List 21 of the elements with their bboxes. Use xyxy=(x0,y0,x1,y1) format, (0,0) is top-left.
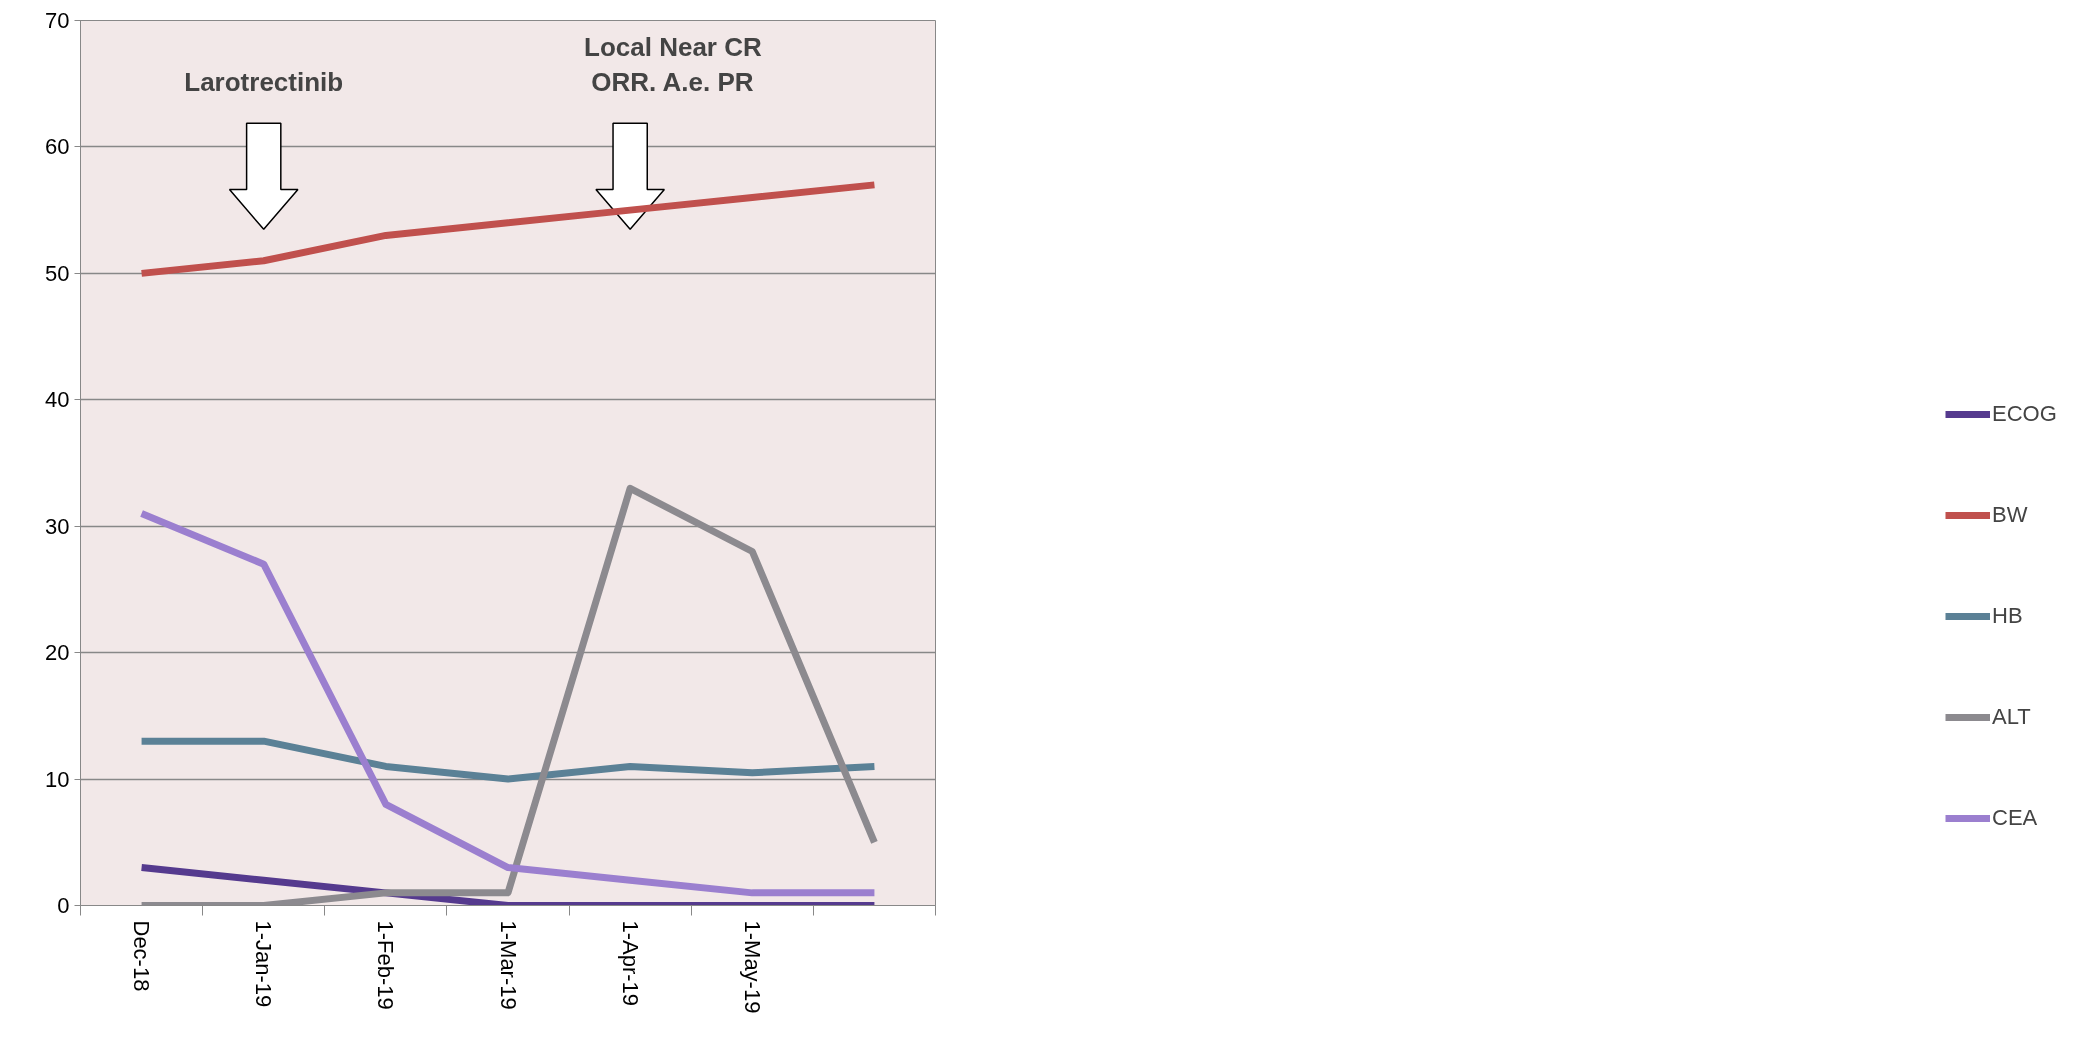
x-tick-label: 1-Apr-19 xyxy=(617,920,643,1007)
y-tick-label: 0 xyxy=(57,893,70,918)
legend-label: BW xyxy=(1992,502,2028,528)
legend-label: HB xyxy=(1992,603,2023,629)
y-tick-label: 10 xyxy=(45,766,70,792)
y-tick-label: 30 xyxy=(45,513,70,539)
x-tick-label: 1-May-19 xyxy=(739,920,765,1014)
legend-label: ECOG xyxy=(1992,401,2057,427)
y-tick-label: 50 xyxy=(45,260,70,286)
y-tick-label: 20 xyxy=(45,640,70,666)
legend-label: CEA xyxy=(1992,805,2038,831)
annotation: Larotrectinib xyxy=(184,66,344,97)
legend-label: ALT xyxy=(1992,704,2031,730)
x-tick-label: 1-Jan-19 xyxy=(251,920,277,1008)
y-tick-label: 60 xyxy=(45,134,70,160)
x-tick-label: Dec-18 xyxy=(129,920,155,992)
y-tick-label: 70 xyxy=(45,8,70,33)
x-tick-label: 1-Mar-19 xyxy=(495,920,521,1010)
annotation: Local Near CR ORR. A.e. PR xyxy=(584,32,762,97)
x-tick-label: 1-Feb-19 xyxy=(373,920,399,1010)
y-tick-label: 40 xyxy=(45,387,70,413)
